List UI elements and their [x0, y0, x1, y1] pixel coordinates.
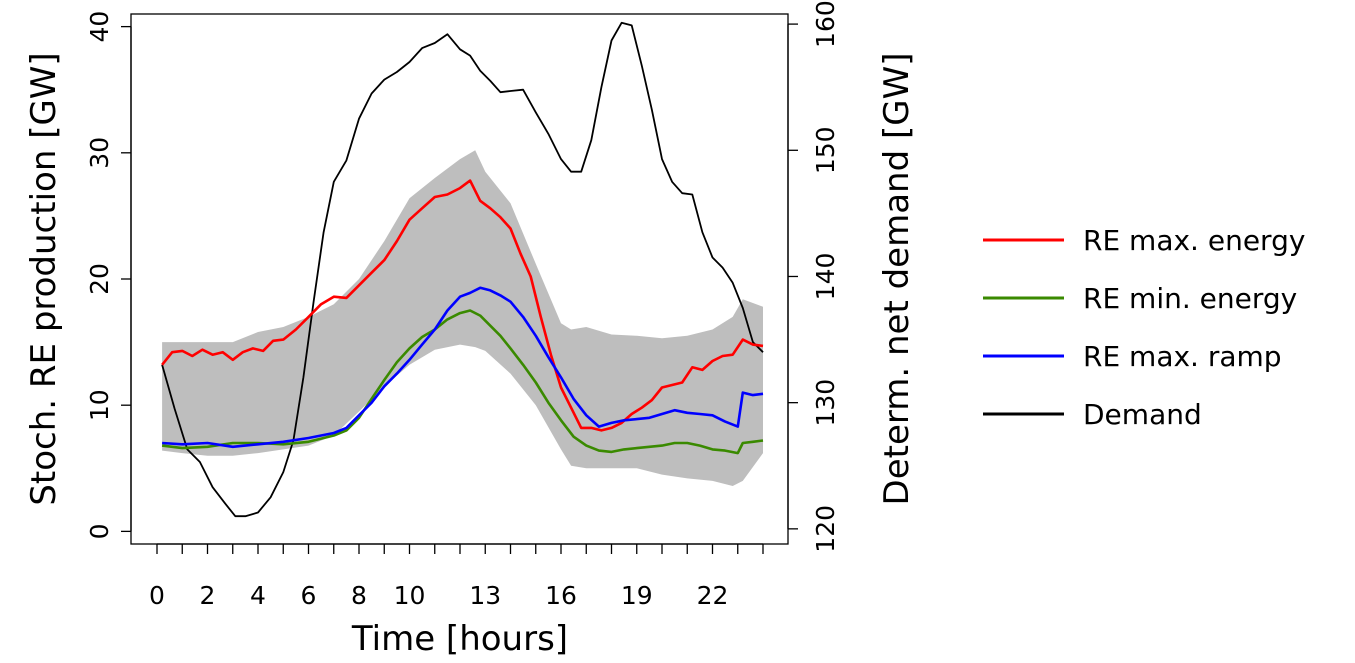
confidence-band — [162, 150, 764, 487]
legend-label: RE max. ramp — [1083, 340, 1282, 373]
series-line-re-max-ramp — [162, 286, 764, 449]
series-line-re-max-energy — [161, 179, 764, 432]
y-axis-left-title: Stoch. RE production [GW] — [24, 52, 64, 505]
x-tick-label: 4 — [250, 581, 266, 610]
x-tick-label: 8 — [351, 581, 367, 610]
legend-label: Demand — [1083, 398, 1202, 431]
series-line-re-min-energy — [161, 309, 764, 455]
x-tick-label: 6 — [301, 581, 317, 610]
series-lines — [161, 21, 764, 518]
legend: RE max. energy RE min. energy RE max. ramp… — [983, 224, 1305, 431]
x-tick-label: 0 — [149, 581, 165, 610]
x-axis-title: Time [hours] — [351, 619, 568, 659]
y-right-tick-label: 120 — [811, 505, 840, 553]
y-left-tick-label: 40 — [85, 11, 114, 43]
y-left-tick-label: 10 — [85, 389, 114, 421]
x-tick-label: 2 — [200, 581, 216, 610]
y-left-tick-label: 20 — [85, 263, 114, 295]
y-right-tick-label: 130 — [811, 379, 840, 427]
y-right-tick-label: 160 — [811, 0, 840, 48]
y-axis-left: 0 10 20 30 40 — [85, 11, 132, 539]
y-axis-right: 120 130 140 150 160 — [787, 0, 840, 553]
y-left-tick-label: 30 — [85, 137, 114, 169]
band-area — [162, 150, 764, 487]
y-left-tick-label: 0 — [85, 523, 114, 539]
legend-label: RE max. energy — [1083, 224, 1305, 257]
x-tick-label: 16 — [545, 581, 577, 610]
y-right-tick-label: 150 — [811, 126, 840, 174]
x-tick-label: 22 — [697, 581, 729, 610]
x-axis: 0 2 4 6 8 10 13 16 19 22 — [149, 543, 764, 610]
y-right-tick-label: 140 — [811, 253, 840, 301]
x-tick-label: 13 — [469, 581, 501, 610]
y-axis-right-title: Determ. net demand [GW] — [877, 53, 917, 506]
series-line-demand — [161, 21, 764, 518]
x-tick-label: 19 — [621, 581, 653, 610]
x-tick-label: 10 — [394, 581, 426, 610]
legend-label: RE min. energy — [1083, 282, 1297, 315]
